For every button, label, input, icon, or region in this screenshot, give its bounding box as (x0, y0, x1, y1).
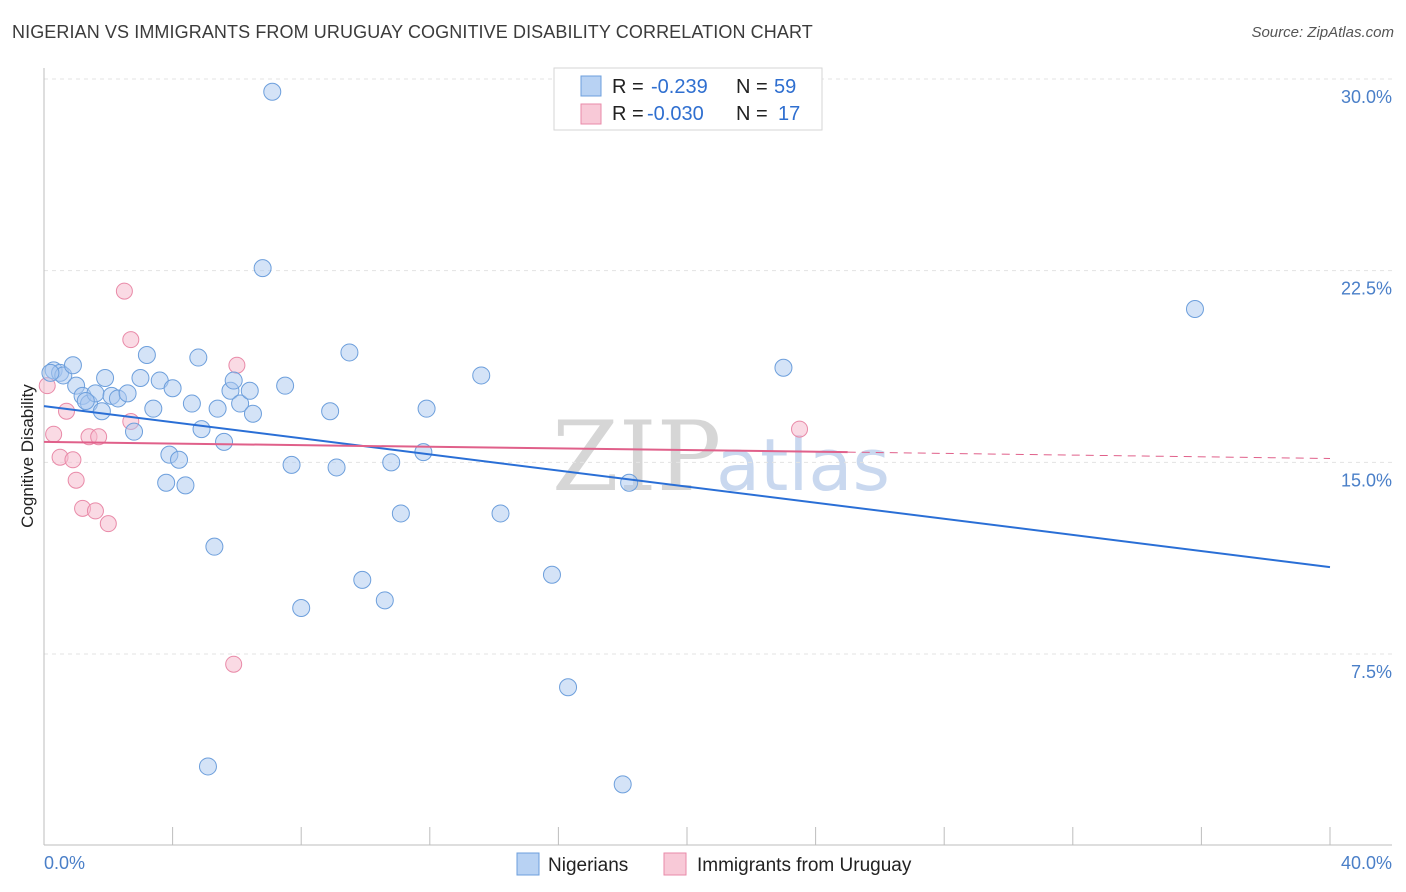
data-point-nigerians (292, 599, 311, 617)
source-credit: Source: ZipAtlas.com (1251, 24, 1394, 41)
data-point-uruguay (58, 402, 76, 420)
data-point-uruguay (86, 502, 104, 520)
legend-r-label-2: R = (612, 103, 644, 125)
data-point-nigerians (198, 757, 217, 776)
data-point-nigerians (774, 358, 793, 377)
series-uruguay-points (38, 282, 809, 673)
data-point-nigerians (170, 450, 189, 469)
trend-line-uruguay (847, 451, 1331, 459)
data-point-uruguay (791, 420, 809, 438)
legend-r-label-1: R = (612, 76, 644, 98)
legend-n-label-2: N = (736, 103, 768, 125)
data-point-nigerians (243, 404, 262, 423)
data-point-nigerians (542, 565, 561, 584)
legend-n-label-1: N = (736, 76, 768, 98)
data-point-uruguay (115, 282, 133, 300)
data-point-nigerians (96, 369, 115, 387)
correlation-legend: R = -0.239 N = 59 R = -0.030 N = 17 (553, 67, 823, 131)
data-point-nigerians (163, 379, 182, 398)
data-point-nigerians (472, 366, 491, 385)
chart-title: NIGERIAN VS IMMIGRANTS FROM URUGUAY COGN… (12, 22, 813, 42)
legend-r-value-2: -0.030 (647, 103, 704, 125)
data-point-nigerians (353, 570, 372, 589)
data-point-uruguay (122, 331, 140, 349)
y-tick-label: 7.5% (1351, 662, 1392, 682)
data-point-nigerians (205, 537, 224, 556)
data-point-nigerians (263, 82, 282, 101)
bottom-legend-label-uruguay: Immigrants from Uruguay (697, 855, 912, 876)
series-legend: Nigerians Immigrants from Uruguay (516, 852, 912, 876)
y-tick-labels: 7.5% 15.0% 22.5% 30.0% (1341, 87, 1392, 682)
data-point-uruguay (225, 655, 243, 673)
legend-swatch-nigerians (580, 75, 602, 97)
trend-lines (43, 405, 1331, 569)
bottom-legend-label-nigerians: Nigerians (548, 855, 628, 876)
bottom-legend-swatch-uruguay (663, 852, 687, 876)
bottom-legend-swatch-nigerians (516, 852, 540, 876)
y-tick-label: 22.5% (1341, 279, 1392, 299)
data-point-nigerians (391, 504, 410, 523)
data-point-nigerians (76, 392, 95, 410)
data-point-nigerians (417, 399, 436, 418)
data-point-nigerians (240, 381, 259, 400)
gridlines (44, 78, 1392, 655)
data-point-uruguay (67, 471, 85, 489)
legend-swatch-uruguay (580, 103, 602, 125)
data-point-nigerians (131, 369, 150, 387)
data-point-nigerians (215, 432, 234, 451)
data-point-nigerians (327, 458, 346, 477)
data-point-nigerians (613, 775, 632, 794)
y-tick-label: 15.0% (1341, 470, 1392, 490)
data-point-uruguay (45, 425, 63, 443)
data-point-nigerians (41, 363, 60, 382)
series-nigerians-points (41, 82, 1204, 794)
legend-n-value-2: 17 (778, 103, 800, 125)
x-tick-label-min: 0.0% (44, 853, 85, 873)
data-point-nigerians (118, 384, 137, 403)
trend-line-uruguay (43, 440, 848, 454)
data-point-nigerians (157, 473, 176, 492)
data-point-uruguay (228, 356, 246, 374)
data-point-nigerians (321, 402, 340, 421)
legend-n-value-1: 59 (774, 76, 796, 98)
data-point-nigerians (276, 376, 295, 395)
data-point-nigerians (224, 371, 243, 390)
data-point-nigerians (231, 394, 250, 413)
data-point-uruguay (64, 451, 82, 469)
watermark-zip: ZIP (552, 401, 721, 513)
data-point-uruguay (90, 428, 108, 446)
trend-line-nigerians (43, 405, 1331, 569)
data-point-nigerians (282, 455, 301, 474)
data-point-nigerians (375, 591, 394, 610)
data-point-nigerians (144, 399, 163, 418)
legend-r-value-1: -0.239 (651, 76, 708, 98)
data-point-nigerians (340, 343, 359, 362)
data-point-nigerians (192, 420, 211, 439)
x-axis-ticks (172, 827, 1331, 845)
data-point-nigerians (92, 402, 111, 421)
data-point-nigerians (620, 473, 639, 492)
data-point-nigerians (189, 348, 208, 367)
data-point-nigerians (125, 422, 144, 441)
data-point-nigerians (176, 476, 195, 495)
data-point-nigerians (182, 394, 201, 413)
data-point-nigerians (1185, 300, 1204, 318)
data-point-nigerians (208, 399, 227, 418)
data-point-nigerians (137, 346, 156, 364)
data-point-uruguay (99, 515, 117, 533)
x-tick-label-max: 40.0% (1341, 853, 1392, 873)
data-point-nigerians (253, 259, 272, 278)
data-point-nigerians (382, 453, 401, 472)
y-axis-label: Cognitive Disability (18, 384, 37, 528)
y-tick-label: 30.0% (1341, 87, 1392, 107)
data-point-nigerians (491, 504, 510, 523)
data-point-nigerians (559, 678, 578, 697)
data-point-nigerians (63, 356, 82, 375)
